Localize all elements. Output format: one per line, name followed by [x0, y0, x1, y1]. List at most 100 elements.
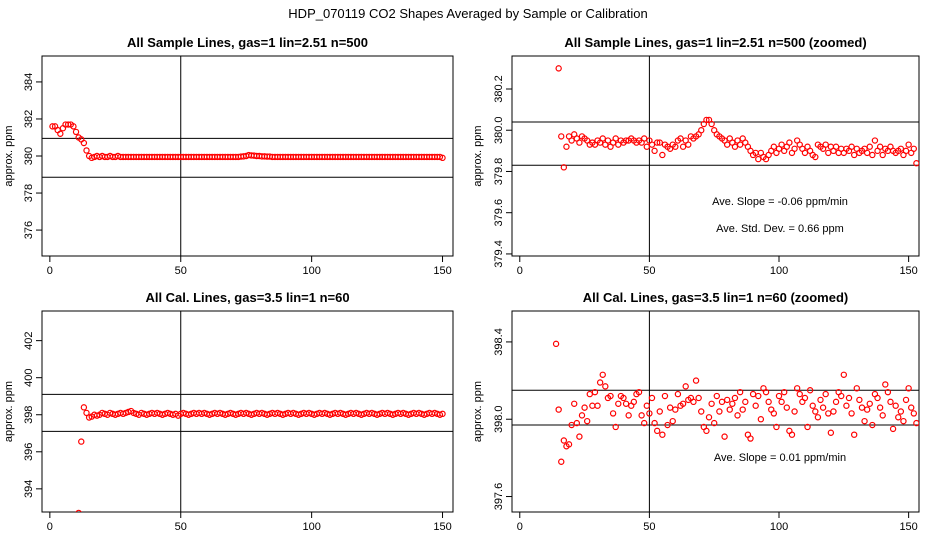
data-points — [49, 121, 446, 162]
x-tick-label: 150 — [899, 521, 917, 533]
data-point — [638, 412, 645, 419]
data-point — [653, 427, 661, 435]
data-point — [568, 421, 575, 429]
data-point — [679, 400, 687, 407]
x-tick-label: 50 — [175, 265, 187, 277]
data-point — [801, 149, 809, 157]
data-point — [783, 404, 790, 411]
data-point — [571, 400, 578, 407]
y-tick-label: 398.0 — [493, 405, 505, 433]
data-point — [913, 160, 919, 167]
data-point — [583, 417, 591, 425]
data-point — [635, 388, 643, 396]
y-tick-label: 400 — [23, 369, 35, 387]
data-point — [555, 65, 562, 72]
y-tick-label: 379.6 — [493, 199, 505, 227]
data-point — [861, 417, 868, 425]
data-point — [80, 404, 88, 411]
data-point — [845, 394, 853, 402]
data-point — [589, 402, 596, 409]
y-axis-label: approx. ppm — [472, 381, 484, 442]
data-point — [843, 402, 850, 409]
data-point — [49, 123, 56, 130]
data-point — [739, 406, 746, 413]
chart-panel-sample-lines: All Sample Lines, gas=1 lin=2.51 n=500 0 5… — [3, 35, 454, 277]
data-point — [698, 127, 705, 134]
y-tick-label: 397.6 — [493, 483, 505, 511]
page-title: HDP_070119 CO2 Shapes Averaged by Sample… — [288, 6, 647, 21]
data-point — [641, 135, 648, 142]
data-point — [646, 410, 653, 417]
chart-panel-sample-lines-zoomed: All Sample Lines, gas=1 lin=2.51 n=500 (… — [472, 35, 920, 277]
data-point — [902, 396, 910, 404]
data-point — [677, 135, 684, 142]
x-tick-label: 50 — [643, 521, 655, 533]
data-point — [612, 423, 619, 431]
data-point — [78, 438, 85, 445]
data-point — [726, 406, 733, 413]
data-point — [625, 412, 632, 419]
data-point — [721, 433, 728, 440]
chart-panel-cal-lines: All Cal. Lines, gas=3.5 lin=1 n=60 0 50 100… — [3, 290, 454, 533]
data-points — [552, 340, 919, 465]
data-point — [832, 143, 840, 150]
data-point — [72, 128, 80, 136]
data-point — [591, 388, 599, 396]
y-axis-label: approx. ppm — [3, 381, 15, 442]
y-tick-label: 394 — [23, 480, 35, 498]
annotation-text: Ave. Slope = -0.06 ppm/min — [712, 196, 848, 208]
data-point — [439, 154, 446, 162]
data-point — [876, 143, 884, 150]
data-point — [723, 396, 731, 404]
data-point — [778, 398, 785, 406]
data-point — [718, 398, 726, 406]
data-point — [560, 437, 568, 444]
data-point — [775, 392, 783, 400]
data-point — [672, 406, 679, 413]
y-axis-label: approx. ppm — [472, 125, 484, 186]
x-tick-label: 0 — [517, 265, 523, 277]
data-point — [651, 147, 658, 155]
y-tick-label: 384 — [23, 73, 35, 91]
x-tick-label: 0 — [517, 521, 523, 533]
data-point — [819, 404, 827, 411]
data-point — [755, 155, 762, 163]
data-point — [690, 398, 697, 406]
data-point — [581, 404, 588, 411]
data-point — [615, 400, 622, 407]
data-point — [747, 435, 754, 442]
y-tick-label: 378 — [23, 184, 35, 202]
data-point — [659, 151, 666, 159]
data-point — [887, 398, 894, 406]
data-point — [672, 143, 679, 150]
panel-title: All Cal. Lines, gas=3.5 lin=1 n=60 — [145, 290, 349, 305]
data-point — [850, 431, 858, 438]
data-point — [812, 408, 819, 415]
data-point — [656, 139, 663, 146]
data-point — [892, 402, 899, 409]
data-point — [604, 137, 612, 144]
data-point — [793, 385, 801, 392]
plot-frame — [41, 55, 454, 257]
data-point — [555, 406, 562, 413]
data-point — [796, 390, 803, 398]
data-point — [651, 419, 658, 427]
data-point — [80, 139, 88, 147]
x-tick-label: 150 — [433, 265, 451, 277]
data-point — [57, 130, 64, 137]
x-tick-label: 0 — [47, 521, 53, 533]
data-point — [879, 151, 886, 159]
data-point — [576, 433, 583, 440]
x-tick-label: 50 — [175, 521, 187, 533]
data-point — [656, 408, 663, 415]
data-point — [874, 394, 881, 402]
data-point — [765, 398, 772, 406]
data-point — [573, 419, 581, 427]
data-point — [734, 412, 741, 419]
y-tick-label: 380 — [23, 147, 35, 165]
x-tick-label: 50 — [643, 265, 655, 277]
data-point — [736, 388, 744, 396]
data-point — [599, 371, 606, 378]
annotation-text: Ave. Slope = 0.01 ppm/min — [714, 452, 846, 464]
data-point — [648, 394, 656, 402]
